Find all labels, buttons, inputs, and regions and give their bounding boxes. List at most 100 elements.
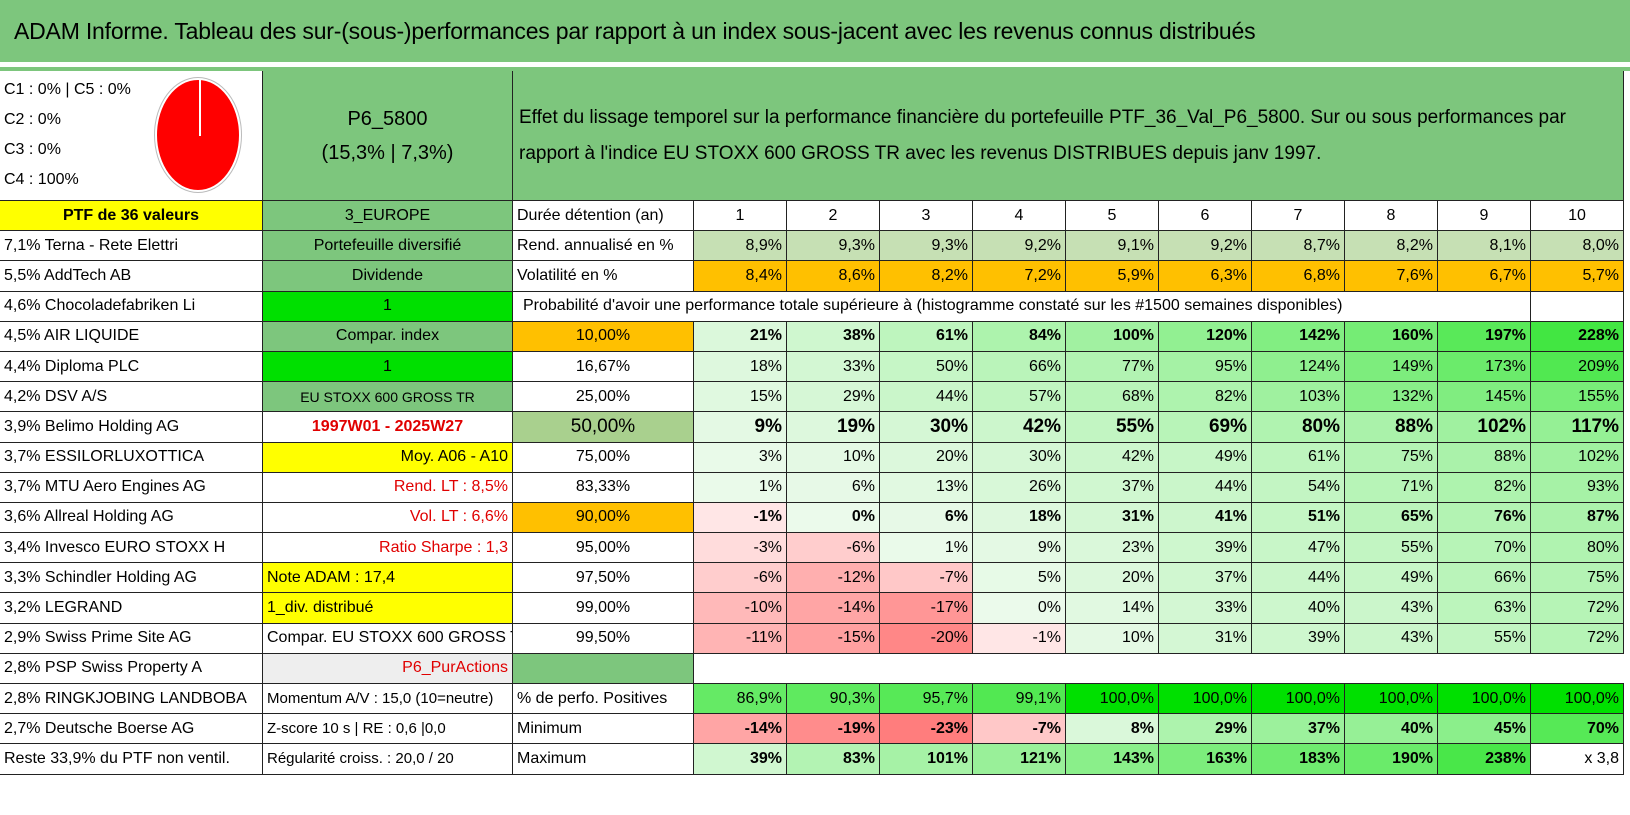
quantile-value: 75% bbox=[1531, 563, 1624, 594]
maximum-value: 101% bbox=[880, 744, 973, 775]
portfolio-attribute: Portefeuille diversifié bbox=[263, 231, 513, 262]
holding-row: 4,4% Diploma PLC bbox=[0, 351, 263, 383]
quantile-value: 0% bbox=[973, 593, 1066, 624]
year-header: 3 bbox=[880, 201, 973, 232]
quantile-value: 9% bbox=[694, 412, 787, 443]
minimum-value: 45% bbox=[1438, 714, 1531, 745]
quantile-value: -11% bbox=[694, 623, 787, 654]
year-header: 8 bbox=[1345, 201, 1438, 232]
annual-return-value: 9,2% bbox=[1159, 231, 1252, 262]
portfolio-attribute: P6_PurActions bbox=[263, 653, 513, 684]
positive-perf-label: % de perfo. Positives bbox=[513, 684, 694, 715]
minimum-value: -23% bbox=[880, 714, 973, 745]
quantile-value: 18% bbox=[694, 351, 787, 383]
holding-row: 3,6% Allreal Holding AG bbox=[0, 502, 263, 534]
annual-return-value: 9,1% bbox=[1066, 231, 1159, 262]
portfolio-attribute: Régularité croiss. : 20,0 / 20 bbox=[263, 744, 513, 775]
quantile-value: 71% bbox=[1345, 472, 1438, 503]
minimum-label: Minimum bbox=[513, 714, 694, 745]
quantile-value: 5% bbox=[973, 563, 1066, 594]
quantile-value: -20% bbox=[880, 623, 973, 654]
empty-cell bbox=[513, 653, 694, 684]
quantile-value: 65% bbox=[1345, 502, 1438, 534]
region-label: 3_EUROPE bbox=[263, 201, 513, 232]
quantile-value: 43% bbox=[1345, 593, 1438, 624]
quantile-value: 102% bbox=[1531, 442, 1624, 473]
year-header: 10 bbox=[1531, 201, 1624, 232]
quantile-value: 228% bbox=[1531, 321, 1624, 352]
quantile-value: 23% bbox=[1066, 533, 1159, 564]
quantile-value: 80% bbox=[1252, 412, 1345, 443]
quantile-value: 1% bbox=[694, 472, 787, 503]
portfolio-attribute: Momentum A/V : 15,0 (10=neutre) bbox=[263, 684, 513, 715]
annual-return-label: Rend. annualisé en % bbox=[513, 231, 694, 262]
positive-perf-value: 100,0% bbox=[1345, 684, 1438, 715]
year-header: 9 bbox=[1438, 201, 1531, 232]
quantile-value: 44% bbox=[880, 382, 973, 413]
year-header: 7 bbox=[1252, 201, 1345, 232]
holding-row: 4,6% Chocoladefabriken Li bbox=[0, 291, 263, 322]
quantile-value: 43% bbox=[1345, 623, 1438, 654]
minimum-value: -7% bbox=[973, 714, 1066, 745]
quantile-value: 19% bbox=[787, 412, 880, 443]
minimum-value: 70% bbox=[1531, 714, 1624, 745]
allocation-panel: C1 : 0% | C5 : 0% C2 : 0% C3 : 0% C4 : 1… bbox=[0, 71, 263, 201]
year-header: 2 bbox=[787, 201, 880, 232]
quantile-value: 9% bbox=[973, 533, 1066, 564]
holding-row: 2,9% Swiss Prime Site AG bbox=[0, 623, 263, 654]
quantile-value: 93% bbox=[1531, 472, 1624, 503]
quantile-value: 87% bbox=[1531, 502, 1624, 534]
positive-perf-value: 100,0% bbox=[1252, 684, 1345, 715]
quantile-value: 29% bbox=[787, 382, 880, 413]
alloc-line: C4 : 100% bbox=[4, 171, 79, 188]
holding-row: 2,8% PSP Swiss Property A bbox=[0, 653, 263, 684]
quantile-value: 155% bbox=[1531, 382, 1624, 413]
quantile-label: 97,50% bbox=[513, 563, 694, 594]
maximum-value: 238% bbox=[1438, 744, 1531, 775]
alloc-line: C2 : 0% bbox=[4, 111, 61, 128]
maximum-value: 39% bbox=[694, 744, 787, 775]
quantile-value: 197% bbox=[1438, 321, 1531, 352]
quantile-value: -15% bbox=[787, 623, 880, 654]
minimum-value: 37% bbox=[1252, 714, 1345, 745]
quantile-value: 44% bbox=[1252, 563, 1345, 594]
portfolio-attribute: 1_div. distribué bbox=[263, 593, 513, 624]
maximum-value: 183% bbox=[1252, 744, 1345, 775]
annual-return-value: 8,2% bbox=[1345, 231, 1438, 262]
annual-return-value: 8,9% bbox=[694, 231, 787, 262]
quantile-label: 16,67% bbox=[513, 351, 694, 383]
quantile-value: 3% bbox=[694, 442, 787, 473]
volatility-value: 7,6% bbox=[1345, 261, 1438, 292]
probability-caption: Probabilité d'avoir une performance tota… bbox=[513, 291, 1531, 322]
quantile-value: 20% bbox=[880, 442, 973, 473]
quantile-value: 50% bbox=[880, 351, 973, 383]
holding-row: 3,7% MTU Aero Engines AG bbox=[0, 472, 263, 503]
quantile-value: -1% bbox=[694, 502, 787, 534]
positive-perf-value: 100,0% bbox=[1438, 684, 1531, 715]
minimum-value: -14% bbox=[694, 714, 787, 745]
portfolio-attribute: Dividende bbox=[263, 261, 513, 292]
quantile-value: -12% bbox=[787, 563, 880, 594]
quantile-value: 142% bbox=[1252, 321, 1345, 352]
quantile-value: 10% bbox=[787, 442, 880, 473]
holding-row: 3,3% Schindler Holding AG bbox=[0, 563, 263, 594]
annual-return-value: 9,3% bbox=[787, 231, 880, 262]
performance-table: C1 : 0% | C5 : 0% C2 : 0% C3 : 0% C4 : 1… bbox=[0, 71, 1624, 775]
quantile-value: 77% bbox=[1066, 351, 1159, 383]
quantile-value: 57% bbox=[973, 382, 1066, 413]
quantile-value: -6% bbox=[787, 533, 880, 564]
quantile-value: 72% bbox=[1531, 593, 1624, 624]
portfolio-name: P6_5800 bbox=[347, 107, 428, 130]
quantile-value: 6% bbox=[880, 502, 973, 534]
minimum-value: 29% bbox=[1159, 714, 1252, 745]
year-header: 6 bbox=[1159, 201, 1252, 232]
quantile-value: 61% bbox=[880, 321, 973, 352]
quantile-value: 41% bbox=[1159, 502, 1252, 534]
holding-row: 4,5% AIR LIQUIDE bbox=[0, 321, 263, 352]
quantile-label: 75,00% bbox=[513, 442, 694, 473]
portfolio-attribute: Vol. LT : 6,6% bbox=[263, 502, 513, 534]
volatility-value: 6,7% bbox=[1438, 261, 1531, 292]
quantile-value: 68% bbox=[1066, 382, 1159, 413]
quantile-value: -17% bbox=[880, 593, 973, 624]
portfolio-attribute: Compar. index bbox=[263, 321, 513, 352]
